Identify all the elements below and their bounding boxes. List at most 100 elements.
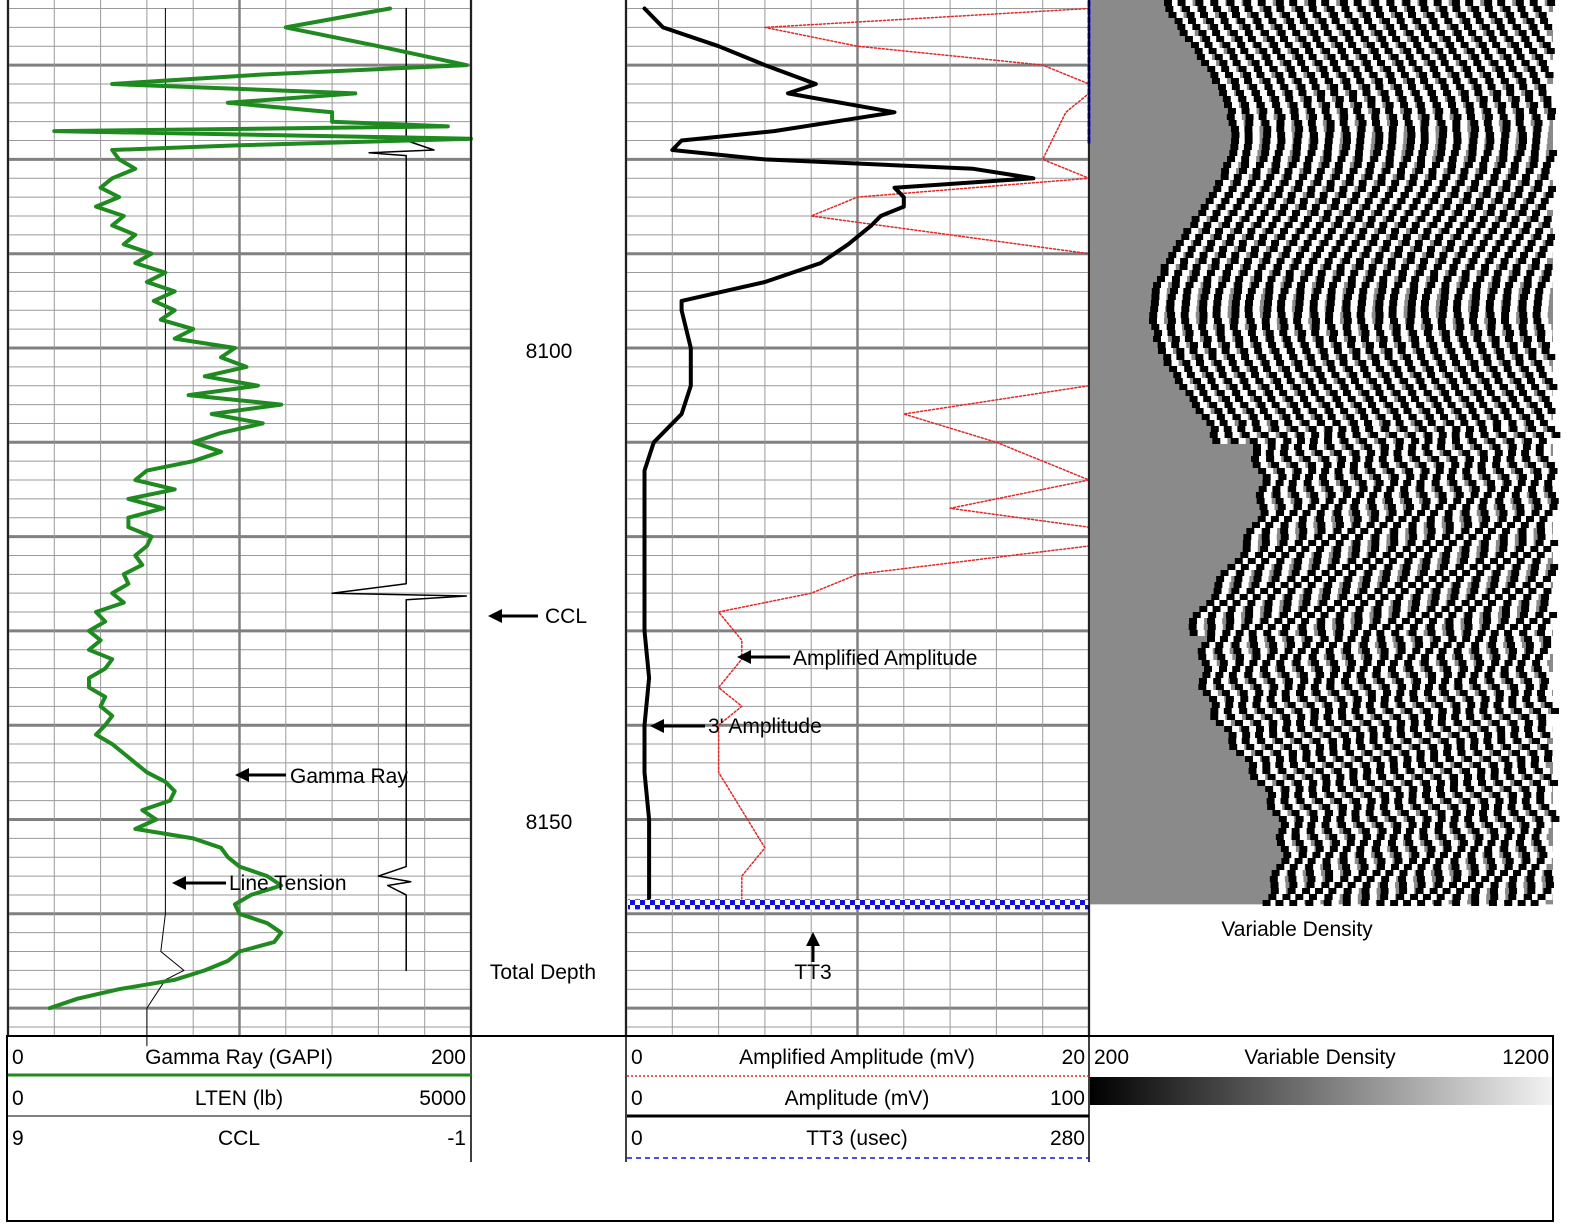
vdl-light-band	[1284, 306, 1292, 312]
vdl-dark-band	[1480, 522, 1489, 528]
vdl-dark-band	[1313, 180, 1322, 186]
vdl-dark-band	[1487, 480, 1496, 486]
vdl-light-band	[1242, 282, 1250, 288]
vdl-light-band	[1353, 444, 1361, 450]
vdl-light-band	[1511, 228, 1519, 234]
vdl-light-band	[1307, 528, 1315, 534]
vdl-light-band	[1524, 504, 1532, 510]
vdl-dark-band	[1429, 42, 1438, 48]
vdl-dark-band	[1353, 24, 1362, 30]
vdl-light-band	[1360, 456, 1368, 462]
vdl-light-band	[1526, 528, 1534, 534]
vdl-light-band	[1314, 192, 1322, 198]
vdl-light-band	[1369, 648, 1377, 654]
vdl-dark-band	[1492, 372, 1501, 378]
vdl-dark-band	[1476, 396, 1485, 402]
vdl-dark-band	[1336, 462, 1345, 468]
vdl-dark-band	[1200, 204, 1209, 210]
vdl-light-band	[1243, 276, 1251, 282]
vdl-dark-band	[1364, 174, 1373, 180]
vdl-dark-band	[1416, 480, 1425, 486]
vdl-dark-band	[1441, 576, 1450, 582]
vdl-light-band	[1222, 408, 1230, 414]
vdl-dark-band	[1502, 300, 1511, 306]
vdl-dark-band	[1516, 504, 1525, 510]
vdl-light-band	[1443, 468, 1451, 474]
vdl-dark-band	[1294, 306, 1303, 312]
vdl-light-band	[1448, 564, 1456, 570]
vdl-dark-band	[1382, 420, 1391, 426]
vdl-light-band	[1397, 6, 1405, 12]
vdl-light-band	[1367, 228, 1375, 234]
vdl-light-band	[1193, 390, 1201, 396]
vdl-light-band	[1455, 402, 1463, 408]
vdl-light-band	[1360, 348, 1368, 354]
vdl-dark-band	[1363, 420, 1372, 426]
vdl-light-band	[1428, 126, 1436, 132]
vdl-dark-band	[1376, 366, 1385, 372]
vdl-light-band	[1249, 162, 1257, 168]
vdl-dark-band	[1263, 366, 1272, 372]
vdl-dark-band	[1365, 456, 1374, 462]
vdl-dark-band	[1267, 444, 1276, 450]
vdl-light-band	[1475, 234, 1483, 240]
vdl-dark-band	[1357, 186, 1366, 192]
vdl-dark-band	[1428, 618, 1437, 624]
vdl-dark-band	[1549, 468, 1558, 474]
vdl-light-band	[1393, 156, 1401, 162]
vdl-light-band	[1394, 216, 1402, 222]
vdl-light-band	[1272, 60, 1280, 66]
vdl-dark-band	[1279, 390, 1288, 396]
vdl-dark-band	[1471, 642, 1480, 648]
vdl-dark-band	[1398, 516, 1407, 522]
vdl-light-band	[1417, 330, 1425, 336]
vdl-dark-band	[1507, 582, 1516, 588]
vdl-light-band	[1460, 582, 1468, 588]
vdl-dark-band	[1394, 252, 1403, 258]
vdl-light-band	[1434, 252, 1442, 258]
vdl-light-band	[1277, 648, 1285, 654]
vdl-light-band	[1397, 432, 1405, 438]
vdl-dark-band	[1420, 6, 1429, 12]
vdl-dark-band	[1210, 426, 1219, 432]
vdl-light-band	[1538, 156, 1546, 162]
vdl-light-band	[1176, 12, 1184, 18]
vdl-dark-band	[1331, 18, 1340, 24]
vdl-light-band	[1537, 24, 1545, 30]
vdl-dark-band	[1494, 378, 1503, 384]
vdl-light-band	[1355, 396, 1363, 402]
vdl-light-band	[1459, 588, 1467, 594]
vdl-dark-band	[1474, 444, 1483, 450]
vdl-dark-band	[1518, 144, 1527, 150]
vdl-dark-band	[1238, 240, 1247, 246]
vdl-light-band	[1342, 516, 1350, 522]
vdl-light-band	[1492, 408, 1500, 414]
vdl-light-band	[1252, 138, 1260, 144]
vdl-dark-band	[1365, 348, 1374, 354]
vdl-light-band	[1218, 426, 1226, 432]
vdl-dark-band	[1485, 144, 1494, 150]
vdl-light-band	[1399, 612, 1407, 618]
vdl-light-band	[1445, 384, 1453, 390]
vdl-dark-band	[1181, 306, 1190, 312]
vdl-light-band	[1416, 522, 1424, 528]
vdl-dark-band	[1395, 420, 1404, 426]
vdl-dark-band	[1391, 612, 1400, 618]
vdl-dark-band	[1259, 108, 1268, 114]
vdl-dark-band	[1200, 366, 1209, 372]
vdl-dark-band	[1403, 156, 1412, 162]
vdl-light-band	[1552, 264, 1560, 270]
vdl-dark-band	[1440, 414, 1449, 420]
vdl-light-band	[1448, 294, 1456, 300]
vdl-light-band	[1487, 162, 1495, 168]
vdl-dark-band	[1311, 204, 1320, 210]
vdl-dark-band	[1353, 48, 1362, 54]
vdl-dark-band	[1190, 222, 1199, 228]
vdl-light-band	[1197, 348, 1205, 354]
vdl-dark-band	[1231, 252, 1240, 258]
vdl-light-band	[1518, 168, 1526, 174]
vdl-light-band	[1341, 276, 1349, 282]
vdl-light-band	[1311, 96, 1319, 102]
vdl-light-band	[1276, 552, 1284, 558]
vdl-dark-band	[1548, 570, 1557, 576]
